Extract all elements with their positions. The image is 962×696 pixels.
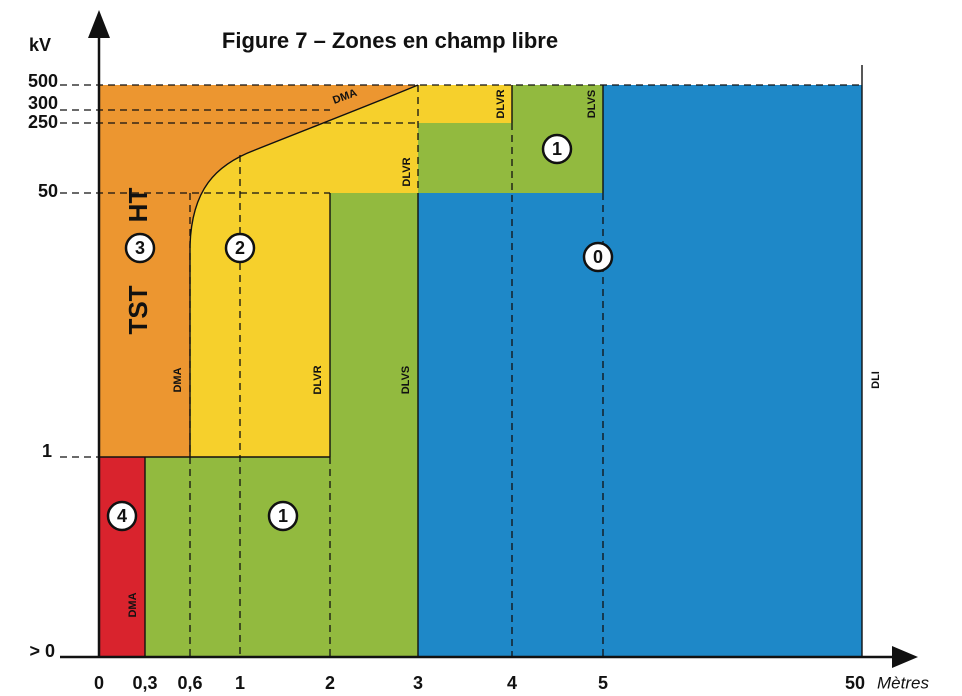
boundary-label: DLVR: [312, 365, 324, 394]
x-label: 5: [598, 673, 608, 693]
x-label: 0,6: [177, 673, 202, 693]
axes: [60, 30, 900, 659]
zone-number: 1: [278, 506, 288, 526]
zone-text: TST: [123, 285, 153, 334]
zone-yellow: [190, 85, 418, 457]
zone-number: 3: [135, 238, 145, 258]
zone-text: HT: [123, 188, 153, 223]
boundary-label: DMA: [172, 367, 184, 392]
boundary-label: DLVS: [586, 90, 598, 119]
zone-number: 0: [593, 247, 603, 267]
x-label: 0: [94, 673, 104, 693]
x-label: 50: [845, 673, 865, 693]
zone-number: 4: [117, 506, 127, 526]
boundary-label: DLI: [870, 371, 882, 389]
title: Figure 7 – Zones en champ libre: [222, 28, 558, 53]
y-unit: kV: [29, 35, 51, 55]
x-label: 0,3: [132, 673, 157, 693]
y-label: 250: [28, 112, 58, 132]
x-label: 1: [235, 673, 245, 693]
zone-yellow: [418, 85, 512, 123]
y-label: 300: [28, 93, 58, 113]
zone-green: [145, 85, 603, 657]
x-label: 3: [413, 673, 423, 693]
boundary-label: DLVS: [400, 366, 412, 395]
y-label: 1: [42, 441, 52, 461]
zone-blue: [418, 85, 862, 657]
y-label: 500: [28, 71, 58, 91]
boundary-label: DLVR: [495, 89, 507, 118]
x-unit: Mètres: [877, 673, 929, 692]
y-label: > 0: [29, 641, 55, 661]
zone-number: 1: [552, 139, 562, 159]
y-label: 50: [38, 181, 58, 201]
boundaries: [99, 65, 863, 657]
boundary-label: DMA: [127, 592, 139, 617]
zone-markers: [106, 133, 614, 532]
x-label: 4: [507, 673, 517, 693]
boundary-label: DLVR: [401, 157, 413, 186]
zone-red: [99, 457, 145, 657]
zone-number: 2: [235, 238, 245, 258]
x-label: 2: [325, 673, 335, 693]
y-arrow: [88, 10, 110, 38]
x-arrow: [892, 646, 918, 668]
